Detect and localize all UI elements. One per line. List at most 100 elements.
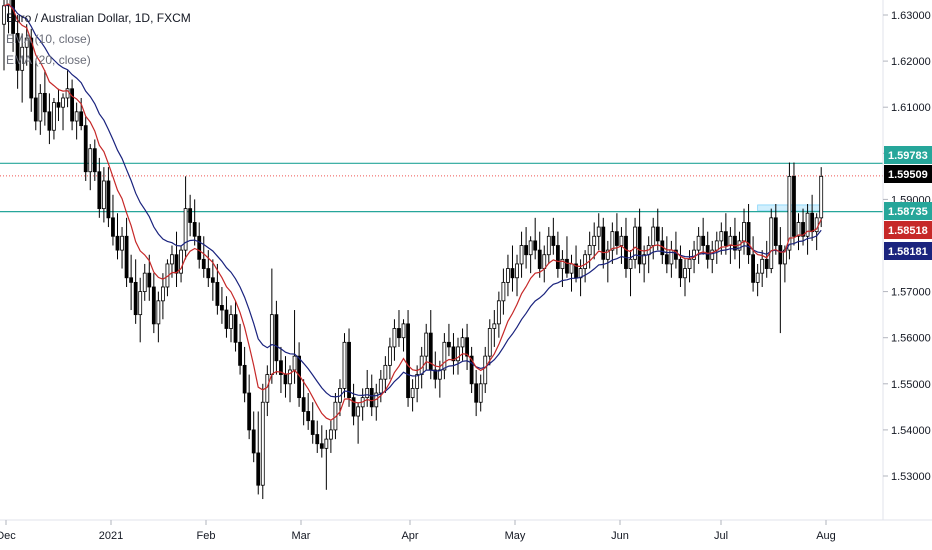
candle-body [501, 281, 506, 302]
horizontal-levels [0, 162, 883, 213]
candle-body [805, 212, 810, 237]
candle-body [129, 277, 134, 283]
candle-body [755, 272, 760, 283]
candle-body [378, 378, 383, 394]
candle-body [88, 148, 93, 173]
candle-body [229, 314, 233, 329]
candle-body [160, 286, 165, 302]
y-tick-label: 1.61000 [891, 102, 931, 114]
candle-body [692, 249, 696, 260]
candle-body [215, 281, 220, 306]
x-tick-label: May [505, 530, 526, 542]
price-tag [884, 242, 932, 260]
candle-body [605, 249, 610, 260]
candle-body [496, 300, 501, 325]
candle-body [442, 341, 447, 371]
candle-body [47, 111, 52, 131]
candle-body [683, 268, 687, 279]
candle-body [733, 235, 737, 251]
candle-body [124, 235, 129, 279]
candle-body [179, 249, 183, 274]
candle-body [319, 443, 324, 449]
candle-body [515, 263, 519, 279]
candle-body [288, 369, 292, 385]
candle-body [796, 222, 801, 237]
candle-body [301, 397, 306, 412]
candle-body [387, 346, 392, 366]
candle-body [610, 231, 615, 251]
candle-body [392, 328, 397, 348]
candle-body [478, 383, 483, 403]
candle-body [506, 268, 510, 283]
candle-body [283, 374, 288, 385]
candle-body [510, 268, 515, 279]
candle-body [760, 258, 765, 274]
candle-body [619, 235, 624, 246]
candle-body [769, 217, 774, 269]
y-tick-label: 1.55000 [891, 379, 931, 391]
price-tag-label: 1.58735 [888, 206, 928, 218]
candle-body [310, 420, 315, 435]
candle-body [342, 341, 347, 389]
candle-body [655, 226, 660, 242]
candle-body [197, 235, 202, 260]
candle-body [687, 258, 692, 269]
x-tick-label: Jul [714, 530, 728, 542]
price-tag-label: 1.58518 [888, 225, 928, 237]
candle-body [751, 254, 755, 283]
candle-body [787, 175, 792, 251]
candle-body [419, 355, 424, 375]
x-tick-label: Apr [401, 530, 418, 542]
candle-body [106, 180, 111, 219]
candle-body [601, 226, 606, 260]
x-tick-label: Mar [292, 530, 311, 542]
candle-body [415, 374, 420, 389]
candle-body [147, 272, 152, 288]
candle-body [292, 355, 297, 371]
candle-body [565, 258, 569, 274]
candle-body [138, 291, 143, 316]
candle-body [528, 240, 533, 256]
time-axis[interactable]: Dec 2021 Feb Mar Apr May Jun Jul Aug [0, 520, 836, 542]
candle-body [83, 125, 88, 173]
candle-body [15, 33, 20, 71]
candle-body [33, 97, 38, 122]
candle-body [560, 258, 565, 269]
candle-body [247, 392, 252, 431]
price-tag-label: 1.59783 [888, 150, 928, 162]
candle-body [397, 328, 401, 339]
candle-body [424, 332, 429, 357]
candle-body [42, 92, 47, 113]
candle-body [492, 323, 497, 329]
candle-body [192, 222, 197, 237]
candle-body [6, 0, 11, 7]
ema-fast-legend: EMA (10, close) [6, 32, 91, 46]
candle-body [410, 388, 415, 399]
price-tags: 1.59783 1.59509 1.58735 1.58518 1.58181 [884, 146, 932, 260]
candle-body [460, 337, 465, 348]
candle-body [120, 235, 124, 251]
candle-body [642, 254, 647, 265]
candle-body [406, 323, 410, 399]
candle-body [487, 328, 492, 357]
candle-body [746, 222, 751, 256]
x-tick-label: Dec [0, 530, 16, 542]
candle-body [551, 235, 556, 246]
candle-body [633, 226, 637, 260]
candle-body [256, 452, 261, 486]
candle-body [201, 258, 206, 269]
candle-body [555, 245, 560, 269]
candle-body [306, 411, 311, 422]
candle-body [483, 355, 488, 385]
candle-body [437, 369, 442, 380]
candle-body [279, 360, 283, 375]
candle-body [56, 102, 61, 108]
chart-title: Euro / Australian Dollar, 1D, FXCM [6, 11, 191, 25]
candle-body [624, 235, 628, 269]
y-tick-label: 1.62000 [891, 56, 931, 68]
candle-body [533, 240, 538, 251]
candle-body [356, 406, 361, 417]
y-tick-label: 1.53000 [891, 471, 931, 483]
price-tag [884, 202, 932, 220]
